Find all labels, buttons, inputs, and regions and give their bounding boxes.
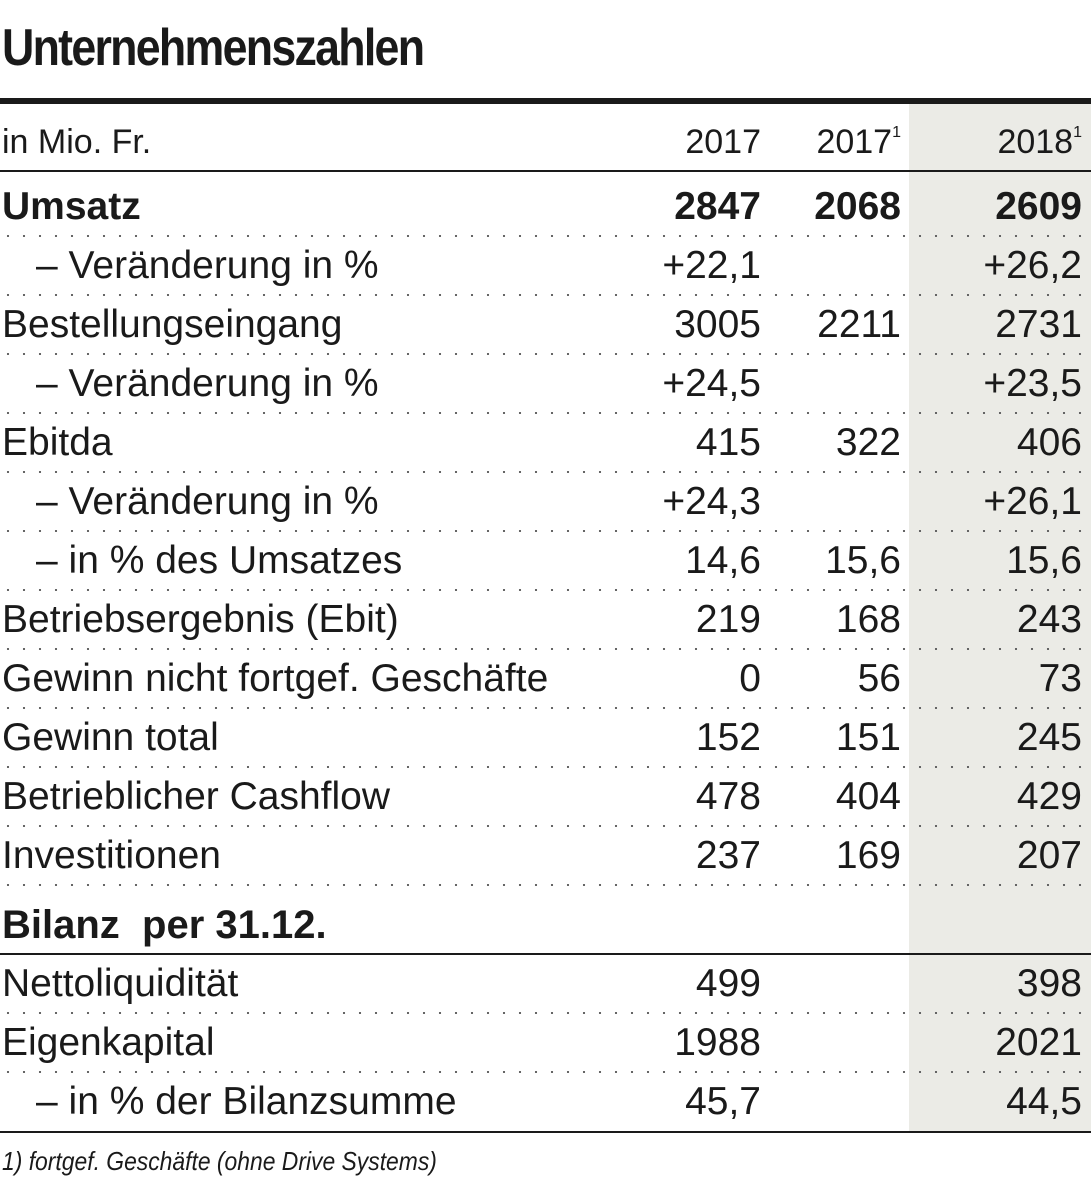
value-2017: 152 — [695, 716, 761, 759]
value-2018: 245 — [1016, 716, 1082, 759]
row-label: – Veränderung in % — [36, 362, 379, 405]
row-label: Bestellungseingang — [2, 303, 343, 346]
value-2018: 15,6 — [1006, 539, 1082, 582]
row-label: – Veränderung in % — [36, 480, 379, 523]
value-2018: 2609 — [995, 185, 1082, 228]
table-row: Bestellungseingang 3005 2211 2731 — [0, 296, 1091, 355]
footnote: 1) fortgef. Geschäfte (ohne Drive System… — [2, 1146, 437, 1176]
value-2018: +23,5 — [983, 362, 1082, 405]
value-2018: +26,2 — [983, 244, 1082, 287]
value-2018: 429 — [1016, 775, 1082, 818]
value-2017: 478 — [695, 775, 761, 818]
value-2017-restated: 322 — [835, 421, 901, 464]
row-label: Umsatz — [2, 185, 141, 228]
value-2017-restated: 15,6 — [825, 539, 901, 582]
table-row: – in % der Bilanzsumme 45,7 44,5 — [0, 1073, 1091, 1132]
table-header: in Mio. Fr. 2017 20171 20181 — [0, 113, 1091, 172]
value-2017: 237 — [695, 834, 761, 877]
row-label: – Veränderung in % — [36, 244, 379, 287]
value-2018: 2021 — [995, 1021, 1082, 1064]
value-2017-restated: 2211 — [817, 303, 901, 346]
row-label: Betrieblicher Cashflow — [2, 775, 391, 818]
value-2017: 3005 — [674, 303, 761, 346]
row-label: Ebitda — [2, 421, 113, 464]
row-label: – in % der Bilanzsumme — [36, 1080, 457, 1123]
row-label: Investitionen — [2, 834, 221, 877]
row-label: Gewinn nicht fortgef. Geschäfte — [2, 657, 549, 700]
value-2017-restated: 404 — [835, 775, 901, 818]
page-title: Unternehmenszahlen — [2, 19, 425, 77]
section-rule — [0, 953, 1091, 955]
value-2017-restated: 168 — [835, 598, 901, 641]
value-2018: 2731 — [995, 303, 1082, 346]
table-row: – in % des Umsatzes 14,6 15,6 15,6 — [0, 532, 1091, 591]
value-2018: 207 — [1016, 834, 1082, 877]
value-2018: 398 — [1016, 962, 1082, 1005]
value-2017: 45,7 — [685, 1080, 761, 1123]
footnote-marker: 1 — [1073, 124, 1082, 141]
value-2017: 2847 — [674, 185, 761, 228]
value-2017-restated: 2068 — [814, 185, 901, 228]
value-2018: 44,5 — [1006, 1080, 1082, 1123]
table-row: Betrieblicher Cashflow 478 404 429 — [0, 768, 1091, 827]
bottom-rule — [0, 1131, 1091, 1133]
row-label: Gewinn total — [2, 716, 219, 759]
table-row: Gewinn nicht fortgef. Geschäfte 0 56 73 — [0, 650, 1091, 709]
value-2017: +24,5 — [662, 362, 761, 405]
table-row: Betriebsergebnis (Ebit) 219 168 243 — [0, 591, 1091, 650]
value-2017: 14,6 — [685, 539, 761, 582]
table-row-umsatz: Umsatz 2847 2068 2609 — [0, 178, 1091, 237]
table-row: – Veränderung in % +24,5 +23,5 — [0, 355, 1091, 414]
value-2018: 243 — [1016, 598, 1082, 641]
footnote-marker: 1 — [892, 124, 901, 141]
table-row: Gewinn total 152 151 245 — [0, 709, 1091, 768]
col-header-2018: 20181 — [997, 123, 1082, 161]
table-row: – Veränderung in % +22,1 +26,2 — [0, 237, 1091, 296]
value-2017: 415 — [695, 421, 761, 464]
col-header-2017: 2017 — [685, 123, 761, 161]
row-label: Nettoliquidität — [2, 962, 239, 1005]
table-row: Nettoliquidität 499 398 — [0, 955, 1091, 1014]
highlight-column-2018 — [909, 104, 1091, 1132]
value-2018: 406 — [1016, 421, 1082, 464]
top-rule — [0, 98, 1091, 104]
section-label: Bilanz per 31.12. — [2, 903, 327, 947]
value-2018: +26,1 — [983, 480, 1082, 523]
header-rule — [0, 170, 1091, 172]
value-2017: +22,1 — [662, 244, 761, 287]
row-label: Eigenkapital — [2, 1021, 215, 1064]
table-row: – Veränderung in % +24,3 +26,1 — [0, 473, 1091, 532]
table-row: Investitionen 237 169 207 — [0, 827, 1091, 886]
section-heading-bilanz: Bilanz per 31.12. — [0, 896, 1091, 955]
value-2018: 73 — [1038, 657, 1082, 700]
value-2017-restated: 151 — [835, 716, 901, 759]
value-2017: 1988 — [674, 1021, 761, 1064]
value-2017-restated: 169 — [835, 834, 901, 877]
value-2017-restated: 56 — [857, 657, 901, 700]
value-2017: 0 — [739, 657, 761, 700]
row-label: – in % des Umsatzes — [36, 539, 403, 582]
table-row: Ebitda 415 322 406 — [0, 414, 1091, 473]
value-2017: +24,3 — [662, 480, 761, 523]
col-header-2017-restated: 20171 — [816, 123, 901, 161]
table-row: Eigenkapital 1988 2021 — [0, 1014, 1091, 1073]
unit-label: in Mio. Fr. — [2, 123, 152, 161]
row-label: Betriebsergebnis (Ebit) — [2, 598, 399, 641]
value-2017: 219 — [695, 598, 761, 641]
value-2017: 499 — [695, 962, 761, 1005]
